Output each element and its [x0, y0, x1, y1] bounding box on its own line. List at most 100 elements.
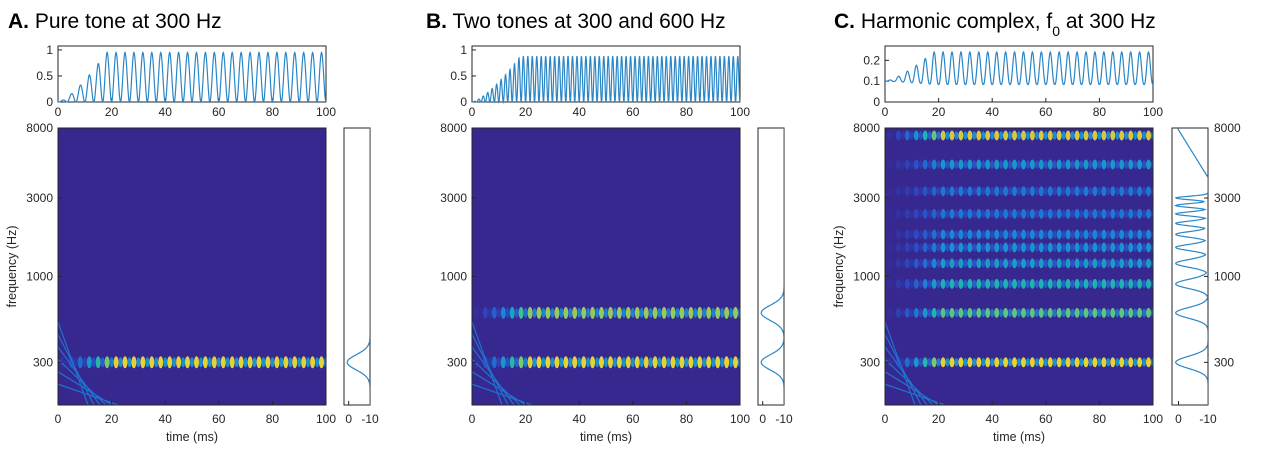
heatmap-cell [1065, 258, 1071, 269]
heatmap-cell [999, 279, 1004, 289]
heatmap-cell [1097, 160, 1102, 169]
heatmap-cell [1119, 229, 1125, 240]
heatmap-cell [1146, 159, 1151, 170]
heatmap-cell [913, 278, 919, 289]
heatmap-cell [1142, 209, 1147, 219]
heatmap-cell [572, 306, 578, 319]
heatmap-cell [604, 357, 608, 368]
heatmap-cell [904, 229, 910, 240]
heatmap-cell [1047, 357, 1053, 368]
spectrogram-xtick-label: 0 [882, 412, 889, 426]
heatmap-cell [265, 356, 271, 369]
heatmap-cell [652, 306, 658, 319]
heatmap-cell [1061, 230, 1066, 239]
heatmap-cell [1034, 160, 1039, 169]
heatmap-cell [1097, 243, 1102, 252]
heatmap-cell [931, 159, 937, 170]
heatmap-cell [1025, 131, 1030, 140]
heatmap-cell [1047, 242, 1053, 253]
heatmap-cell [270, 357, 275, 368]
heatmap-cell [1083, 208, 1089, 219]
heatmap-cell [1137, 258, 1143, 269]
heatmap-cell [936, 230, 941, 239]
heatmap-cell [1146, 229, 1151, 240]
heatmap-cell [900, 358, 905, 367]
heatmap-cell [1061, 160, 1066, 169]
heatmap-cell [1025, 230, 1030, 239]
heatmap-cell [1074, 307, 1080, 318]
heatmap-cell [724, 356, 730, 369]
heatmap-cell [913, 242, 919, 253]
heatmap-onset-streak [885, 383, 946, 405]
heatmap-cell [176, 356, 182, 369]
heatmap-cell [990, 230, 995, 239]
heatmap-cell [1133, 279, 1138, 289]
spectrogram-xtick-label: 80 [1093, 412, 1107, 426]
heatmap-cell [1052, 131, 1057, 140]
heatmap-cell [550, 307, 555, 318]
heatmap-cell [536, 356, 542, 369]
heatmap-cell [1146, 307, 1151, 318]
heatmap-cell [1119, 242, 1125, 253]
heatmap-cell [1088, 160, 1093, 169]
heatmap-cell [1034, 308, 1039, 318]
spectrogram-xtick-label: 100 [316, 412, 336, 426]
heatmap-cell [616, 306, 622, 319]
heatmap-onset-streak [472, 346, 515, 405]
heatmap-cell [523, 307, 528, 318]
heatmap-cell [976, 242, 982, 253]
heatmap-cell [1047, 229, 1053, 240]
heatmap-cell [954, 358, 959, 367]
heatmap-cell [1146, 357, 1151, 368]
waveform-xtick-label: 80 [680, 105, 694, 119]
heatmap-cell [963, 131, 968, 140]
heatmap-cell [1034, 243, 1039, 252]
heatmap-cell [1110, 130, 1116, 141]
spectrogram-frame [57, 127, 327, 406]
heatmap-cell [976, 208, 982, 219]
heatmap-cell [1079, 279, 1084, 289]
waveform-xtick-label: 40 [159, 105, 173, 119]
heatmap-cell [985, 159, 991, 170]
heatmap-cell [985, 307, 991, 318]
heatmap-cell [958, 229, 964, 240]
heatmap-cell [518, 306, 524, 319]
heatmap-cell [1124, 358, 1129, 367]
heatmap-cell [82, 357, 87, 368]
heatmap-cell [1097, 230, 1102, 239]
heatmap-cell [891, 243, 896, 252]
heatmap-cell [981, 187, 986, 196]
heatmap-cell [1142, 160, 1147, 169]
heatmap-cell [936, 279, 941, 289]
heatmap-cell [1115, 187, 1120, 196]
panel-letter: C. [834, 10, 855, 33]
heatmap-cell [563, 356, 569, 369]
heatmap-cell [500, 306, 506, 319]
heatmap-cell [1079, 209, 1084, 219]
heatmap-cell [972, 131, 977, 140]
heatmap-cell [1008, 160, 1013, 169]
heatmap-cell [1065, 229, 1071, 240]
heatmap-cell [895, 208, 901, 219]
heatmap-cell [963, 308, 968, 318]
heatmap-cell [1047, 307, 1053, 318]
heatmap-cell [927, 279, 932, 289]
heatmap-cell [1047, 258, 1053, 269]
heatmap-cell [1021, 278, 1026, 289]
heatmap-cell [891, 230, 896, 239]
heatmap-cell [981, 259, 986, 268]
heatmap-cell [909, 230, 914, 239]
heatmap-cell [1052, 308, 1057, 318]
heatmap-cell [940, 186, 946, 197]
heatmap-cell [1061, 131, 1066, 140]
heatmap-cell [568, 357, 573, 368]
heatmap-cell [1038, 258, 1044, 269]
heatmap-cell [1012, 242, 1017, 253]
heatmap-cell [936, 187, 941, 196]
heatmap-cell [297, 357, 302, 368]
heatmap-cell [990, 358, 995, 367]
waveform-line [472, 56, 741, 105]
heatmap-cell [1038, 229, 1044, 240]
profile-xtick-label: -10 [775, 412, 793, 426]
